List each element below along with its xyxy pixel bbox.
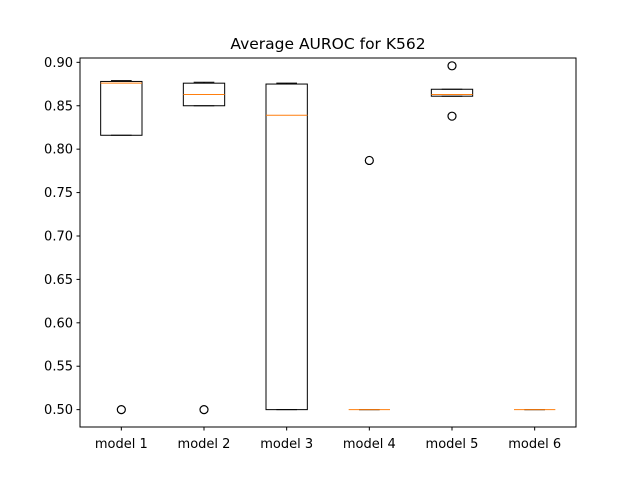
plot-area: 0.50 0.55 0.60 0.65 0.70 0.75 0.80 0.85 0.90 mode… <box>44 56 561 452</box>
outlier-point <box>447 61 457 71</box>
x-tick-label: model 2 <box>178 437 231 452</box>
x-tick-label: model 6 <box>508 437 561 452</box>
y-tick-label: 0.70 <box>44 229 73 244</box>
box-group <box>182 81 226 415</box>
outlier-point <box>364 155 374 166</box>
y-tick-label: 0.55 <box>44 360 73 375</box>
x-tick-label: model 5 <box>426 437 479 452</box>
outlier-point <box>199 405 209 415</box>
x-tick-label: model 3 <box>260 437 313 452</box>
outlier-point <box>447 111 457 121</box>
y-tick-label: 0.75 <box>44 186 73 201</box>
box-iqr <box>430 88 474 97</box>
axes-frame <box>79 57 577 428</box>
y-tick-label: 0.85 <box>44 99 73 114</box>
y-tick-label: 0.80 <box>44 143 73 158</box>
box-group <box>430 61 474 121</box>
x-tick-label: model 4 <box>343 437 396 452</box>
box-iqr <box>265 83 308 411</box>
box-iqr <box>100 80 143 136</box>
x-tick-label: model 1 <box>95 437 148 452</box>
outlier-point <box>116 405 126 415</box>
chart-title: Average AUROC for K562 <box>230 35 425 53</box>
box-group <box>348 155 390 411</box>
y-tick-label: 0.60 <box>44 316 73 331</box>
box-group <box>265 82 308 411</box>
y-tick-label: 0.65 <box>44 273 73 288</box>
y-tick-label: 0.50 <box>44 403 73 418</box>
y-tick-label: 0.90 <box>44 56 73 71</box>
box-group <box>100 80 143 415</box>
